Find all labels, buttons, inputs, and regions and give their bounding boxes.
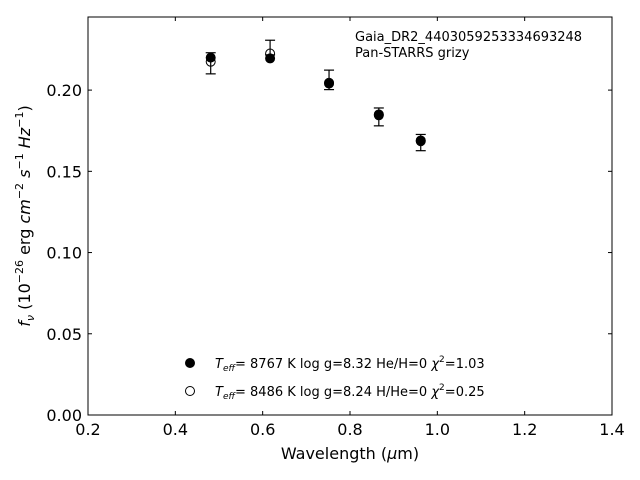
y-tick-label: 0.10 — [46, 244, 82, 263]
data-point-open — [415, 136, 426, 147]
y-tick-label: 0.05 — [46, 325, 82, 344]
data-point-open — [324, 77, 335, 88]
y-axis-ticks: 0.00 0.05 0.10 0.15 0.20 — [46, 81, 612, 425]
x-tick-label: 1.4 — [599, 420, 624, 439]
x-tick-label: 0.6 — [250, 420, 275, 439]
chart-title-line-1: Gaia_DR2_4403059253334693248 — [355, 30, 582, 45]
data-markers — [205, 48, 426, 147]
data-point-filled — [324, 78, 335, 89]
y-tick-label: 0.15 — [46, 162, 82, 181]
data-point-open — [205, 56, 216, 67]
legend-entry-2: Teff= 8486 K log g=8.24 H/He=0 χ2=0.25 — [215, 383, 485, 402]
legend-entry-1: Teff= 8767 K log g=8.32 He/H=0 χ2=1.03 — [215, 355, 485, 374]
y-axis-label: fν (10−26 erg cm−2 s−1 Hz−1) — [13, 105, 37, 326]
chart-title-line-2: Pan-STARRS grizy — [355, 46, 470, 61]
legend-marker-filled — [185, 358, 195, 368]
x-tick-label: 1.2 — [512, 420, 537, 439]
x-tick-label: 0.2 — [75, 420, 100, 439]
data-point-filled — [373, 110, 384, 121]
data-point-open — [265, 48, 276, 59]
x-axis-ticks: 0.2 0.4 0.6 0.8 1.0 1.2 1.4 — [75, 17, 625, 439]
plot-area — [87, 16, 613, 416]
x-tick-label: 0.8 — [337, 420, 362, 439]
x-tick-label: 0.4 — [163, 420, 188, 439]
data-point-open — [373, 109, 384, 120]
legend: Teff= 8767 K log g=8.32 He/H=0 χ2=1.03 T… — [185, 355, 485, 402]
svg-text:fν (10−26 erg cm−2 s−1 Hz−1): fν (10−26 erg cm−2 s−1 Hz−1) — [13, 105, 37, 326]
x-tick-label: 1.0 — [425, 420, 450, 439]
legend-marker-open — [185, 386, 195, 396]
data-point-filled — [415, 135, 426, 146]
x-axis-label: Wavelength (μm) — [281, 444, 419, 463]
y-tick-label: 0.20 — [46, 81, 82, 100]
y-tick-label: 0.00 — [46, 406, 82, 425]
